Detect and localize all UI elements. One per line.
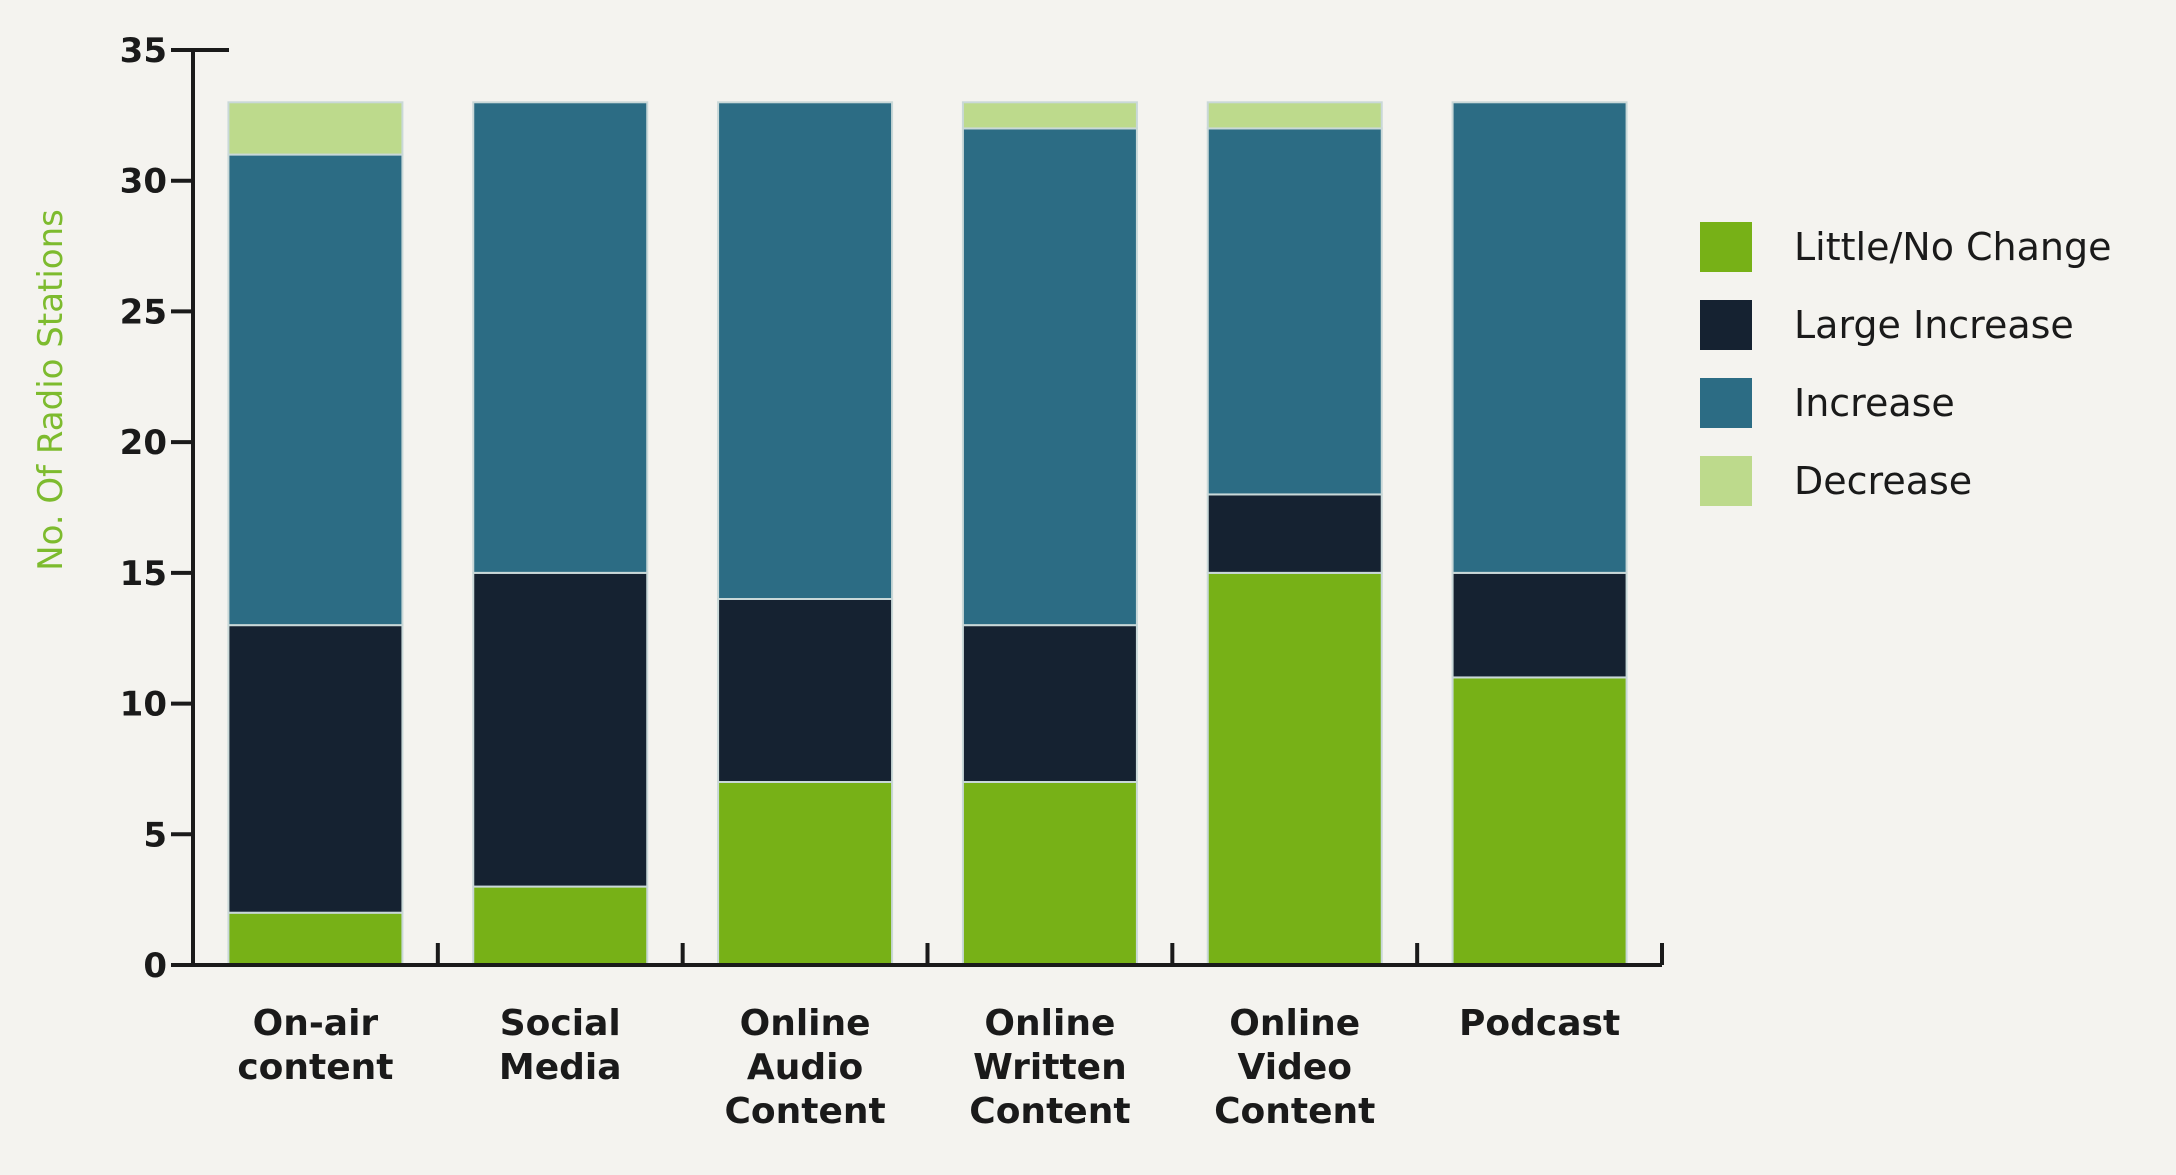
y-tick-label: 10: [120, 685, 167, 725]
bar-segment: [472, 885, 649, 966]
legend-label: Decrease: [1794, 459, 1972, 503]
bar-segment: [717, 101, 894, 601]
bar-segment: [717, 781, 894, 966]
bar-segment: [227, 153, 404, 627]
x-tick-label: Written: [973, 1047, 1127, 1088]
x-tick-label: Podcast: [1459, 1003, 1620, 1044]
x-tick-label: Video: [1238, 1047, 1353, 1088]
legend-label: Little/No Change: [1794, 225, 2112, 269]
x-tick-label: On-air: [253, 1003, 379, 1044]
bar-segment: [1451, 676, 1628, 967]
y-tick-label: 5: [143, 815, 167, 855]
bar-group: [227, 101, 1628, 967]
x-tick-label: Content: [969, 1091, 1130, 1132]
bar-segment: [717, 598, 894, 783]
legend: Little/No Change Large Increase Increase De…: [1700, 222, 2112, 506]
bar-segment: [1206, 571, 1383, 966]
y-tick-label: 0: [143, 946, 167, 986]
x-tick-label: Content: [1214, 1091, 1375, 1132]
legend-swatch: [1700, 456, 1752, 506]
bar-segment: [961, 101, 1138, 130]
bar-segment: [472, 571, 649, 888]
bar-segment: [1206, 101, 1383, 130]
x-tick-label: Social: [500, 1003, 621, 1044]
x-tick-label: Media: [499, 1047, 622, 1088]
y-tick-label: 35: [120, 31, 167, 71]
bar-segment: [961, 127, 1138, 627]
y-tick-label: 20: [120, 423, 167, 463]
bar-segment: [472, 101, 649, 574]
legend-swatch: [1700, 222, 1752, 272]
legend-label: Increase: [1794, 381, 1955, 425]
x-tick-label: Audio: [747, 1047, 863, 1088]
bar-segment: [1451, 571, 1628, 679]
y-tick-label: 15: [120, 554, 167, 594]
legend-swatch: [1700, 378, 1752, 428]
bar-segment: [1206, 493, 1383, 574]
x-tick-label: Online: [1229, 1003, 1360, 1044]
y-tick-label: 30: [120, 162, 167, 202]
x-tick-label: Online: [984, 1003, 1115, 1044]
bar-segment: [227, 101, 404, 156]
x-tick-label: Online: [740, 1003, 871, 1044]
bar-segment: [961, 624, 1138, 784]
axes-group: On-aircontentSocialMediaOnlineAudioConte…: [120, 31, 1664, 1132]
y-axis-label: No. Of Radio Stations: [31, 209, 71, 571]
bar-segment: [961, 781, 1138, 966]
bar-segment: [227, 911, 404, 967]
y-tick-label: 25: [120, 292, 167, 332]
bar-segment: [227, 624, 404, 914]
bar-segment: [1451, 101, 1628, 574]
legend-swatch: [1700, 300, 1752, 350]
legend-label: Large Increase: [1794, 303, 2074, 347]
x-tick-label: Content: [724, 1091, 885, 1132]
x-tick-label: content: [237, 1047, 393, 1088]
bar-segment: [1206, 127, 1383, 496]
